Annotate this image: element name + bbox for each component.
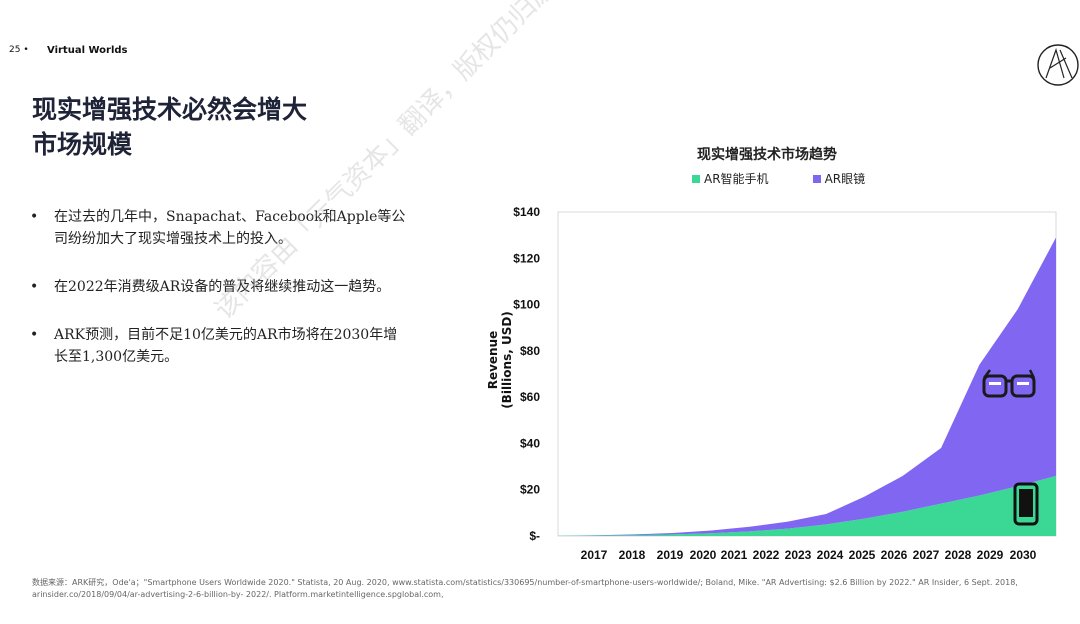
legend-swatch-glasses <box>812 174 821 183</box>
title-line: 现实增强技术必然会增大 <box>32 95 308 124</box>
chart-legend: AR智能手机 AR眼镜 <box>692 170 865 187</box>
x-tick-label: 2030 <box>1010 548 1037 562</box>
x-tick-label: 2018 <box>619 548 646 562</box>
ar-glasses-icon <box>982 369 1036 398</box>
smartphone-icon <box>1013 482 1039 526</box>
x-tick-label: 2026 <box>881 548 908 562</box>
area-series-1 <box>558 237 1056 536</box>
legend-swatch-smartphone <box>692 174 700 183</box>
x-tick-label: 2029 <box>977 548 1004 562</box>
bullet-text: 在过去的几年中，Snapachat、Facebook和Apple等公司纷纷加大了… <box>54 209 406 247</box>
ark-logo-icon <box>1037 44 1079 86</box>
x-tick-label: 2017 <box>581 548 608 562</box>
title-line: 市场规模 <box>32 130 133 159</box>
bullet-item: • 在过去的几年中，Snapachat、Facebook和Apple等公司纷纷加… <box>30 206 410 250</box>
page-title: 现实增强技术必然会增大 市场规模 <box>32 92 307 162</box>
source-footnote: 数据来源：ARK研究，Ode'a；"Smartphone Users World… <box>32 578 1018 599</box>
x-tick-label: 2022 <box>753 548 780 562</box>
legend-item: AR智能手机 <box>692 170 769 187</box>
x-tick-label: 2025 <box>849 548 876 562</box>
x-tick-label: 2028 <box>945 548 972 562</box>
x-tick-label: 2021 <box>721 548 748 562</box>
bullet-marker: • <box>30 209 39 225</box>
page-number: 25 • <box>9 45 29 55</box>
x-tick-label: 2019 <box>657 548 684 562</box>
bullet-marker: • <box>30 279 39 295</box>
x-tick-label: 2023 <box>785 548 812 562</box>
area-series-0 <box>558 475 1056 536</box>
y-tick-label: $40 <box>520 436 540 450</box>
bullet-text: ARK预测，目前不足10亿美元的AR市场将在2030年增长至1,300亿美元。 <box>54 327 398 365</box>
y-tick-label: $100 <box>513 298 540 312</box>
bullet-text: 在2022年消费级AR设备的普及将继续推动这一趋势。 <box>54 279 391 295</box>
y-tick-label: $20 <box>520 483 540 497</box>
bullet-list: • 在过去的几年中，Snapachat、Facebook和Apple等公司纷纷加… <box>30 206 410 394</box>
legend-label: AR智能手机 <box>704 172 769 186</box>
legend-item: AR眼镜 <box>812 170 866 187</box>
y-tick-label: $- <box>529 529 540 543</box>
bullet-item: • 在2022年消费级AR设备的普及将继续推动这一趋势。 <box>30 276 410 298</box>
x-tick-label: 2024 <box>817 548 844 562</box>
x-tick-label: 2020 <box>690 548 717 562</box>
x-tick-label: 2027 <box>913 548 940 562</box>
bullet-item: • ARK预测，目前不足10亿美元的AR市场将在2030年增长至1,300亿美元… <box>30 324 410 368</box>
y-tick-label: $80 <box>520 344 540 358</box>
y-tick-label: $60 <box>520 390 540 404</box>
y-tick-label: $140 <box>513 205 540 219</box>
section-label: Virtual Worlds <box>47 45 128 56</box>
chart-title: 现实增强技术市场趋势 <box>697 147 837 163</box>
bullet-marker: • <box>30 327 39 343</box>
y-tick-label: $120 <box>513 251 540 265</box>
legend-label: AR眼镜 <box>824 172 866 186</box>
